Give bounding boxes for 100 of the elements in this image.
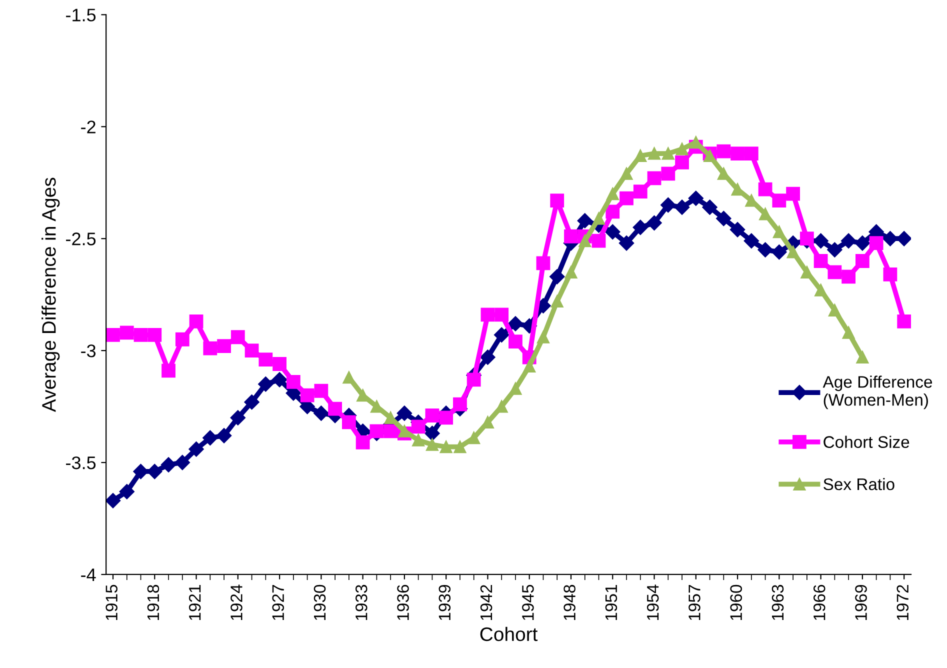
point <box>592 234 606 248</box>
point <box>854 236 870 251</box>
point <box>440 440 452 454</box>
y-tick-label: -1.5 <box>66 8 96 22</box>
point <box>494 327 510 342</box>
point <box>396 406 412 421</box>
y-tick-label: -4 <box>81 568 96 582</box>
x-tick-label: 1960 <box>730 584 742 620</box>
point <box>620 167 633 180</box>
point <box>702 200 718 215</box>
point <box>605 224 620 240</box>
point <box>453 397 467 412</box>
point <box>133 464 148 480</box>
point <box>800 232 814 246</box>
point <box>618 236 634 251</box>
point <box>328 402 342 416</box>
point <box>106 493 121 508</box>
point <box>536 330 550 344</box>
point <box>828 265 842 280</box>
point <box>106 328 120 342</box>
point <box>286 374 300 389</box>
point <box>272 357 286 371</box>
x-tick-label: 1918 <box>147 584 160 620</box>
point <box>662 147 674 160</box>
point <box>217 339 231 354</box>
point <box>676 142 688 156</box>
x-tick-label: 1933 <box>355 584 368 620</box>
point <box>466 372 481 387</box>
point <box>509 382 522 395</box>
point <box>258 376 274 392</box>
point <box>897 314 912 328</box>
x-axis-title: Cohort <box>480 626 538 642</box>
point <box>439 410 454 425</box>
point <box>758 182 772 196</box>
point <box>148 328 162 342</box>
point <box>424 426 440 441</box>
point <box>134 328 148 342</box>
point <box>188 442 204 457</box>
point <box>646 215 662 231</box>
point <box>633 184 648 199</box>
point <box>189 314 204 328</box>
y-tick-label: -2 <box>81 120 96 134</box>
point <box>814 254 828 268</box>
point <box>759 208 772 220</box>
point <box>716 144 731 158</box>
point <box>412 434 425 446</box>
y-tick-label: -3 <box>81 344 96 358</box>
point <box>230 410 246 426</box>
point <box>730 222 746 238</box>
x-tick-label: 1927 <box>272 585 284 620</box>
point <box>856 351 869 364</box>
point <box>577 213 592 228</box>
x-tick-label: 1954 <box>646 584 659 620</box>
x-tick-label: 1939 <box>438 584 451 620</box>
legend-label: Sex Ratio <box>824 478 894 490</box>
point <box>216 428 232 444</box>
point <box>717 167 730 180</box>
point <box>468 432 480 444</box>
point <box>174 454 190 470</box>
point <box>840 233 856 248</box>
point <box>300 388 314 402</box>
point <box>550 194 564 208</box>
y-tick-label: -3.5 <box>66 456 96 470</box>
point <box>523 360 536 372</box>
point <box>661 166 676 181</box>
point <box>202 430 218 446</box>
point <box>160 457 176 472</box>
x-tick-label: 1915 <box>106 584 118 620</box>
legend-label: Cohort Size <box>824 436 910 448</box>
x-tick-label: 1921 <box>188 585 201 620</box>
point <box>786 246 800 258</box>
x-tick-label: 1966 <box>813 584 826 620</box>
point <box>203 341 218 356</box>
point <box>730 146 744 160</box>
point <box>648 147 661 160</box>
point <box>314 384 328 398</box>
point <box>564 266 578 278</box>
point <box>647 171 662 186</box>
point <box>244 344 259 358</box>
point <box>786 186 800 201</box>
point <box>758 242 773 258</box>
point <box>425 408 440 422</box>
point <box>578 234 592 248</box>
point <box>704 150 716 162</box>
x-tick-label: 1963 <box>772 584 784 620</box>
point <box>632 220 648 235</box>
x-tick-label: 1936 <box>397 584 409 620</box>
point <box>147 464 162 480</box>
point <box>454 440 466 454</box>
point <box>272 372 288 388</box>
point <box>398 424 411 438</box>
point <box>244 394 260 410</box>
x-tick-label: 1951 <box>605 585 618 620</box>
point <box>744 146 758 160</box>
point <box>744 233 759 248</box>
point <box>480 308 495 322</box>
x-tick-label: 1957 <box>688 585 700 620</box>
point <box>411 420 426 434</box>
x-tick-label: 1942 <box>480 585 492 620</box>
point <box>356 435 370 450</box>
